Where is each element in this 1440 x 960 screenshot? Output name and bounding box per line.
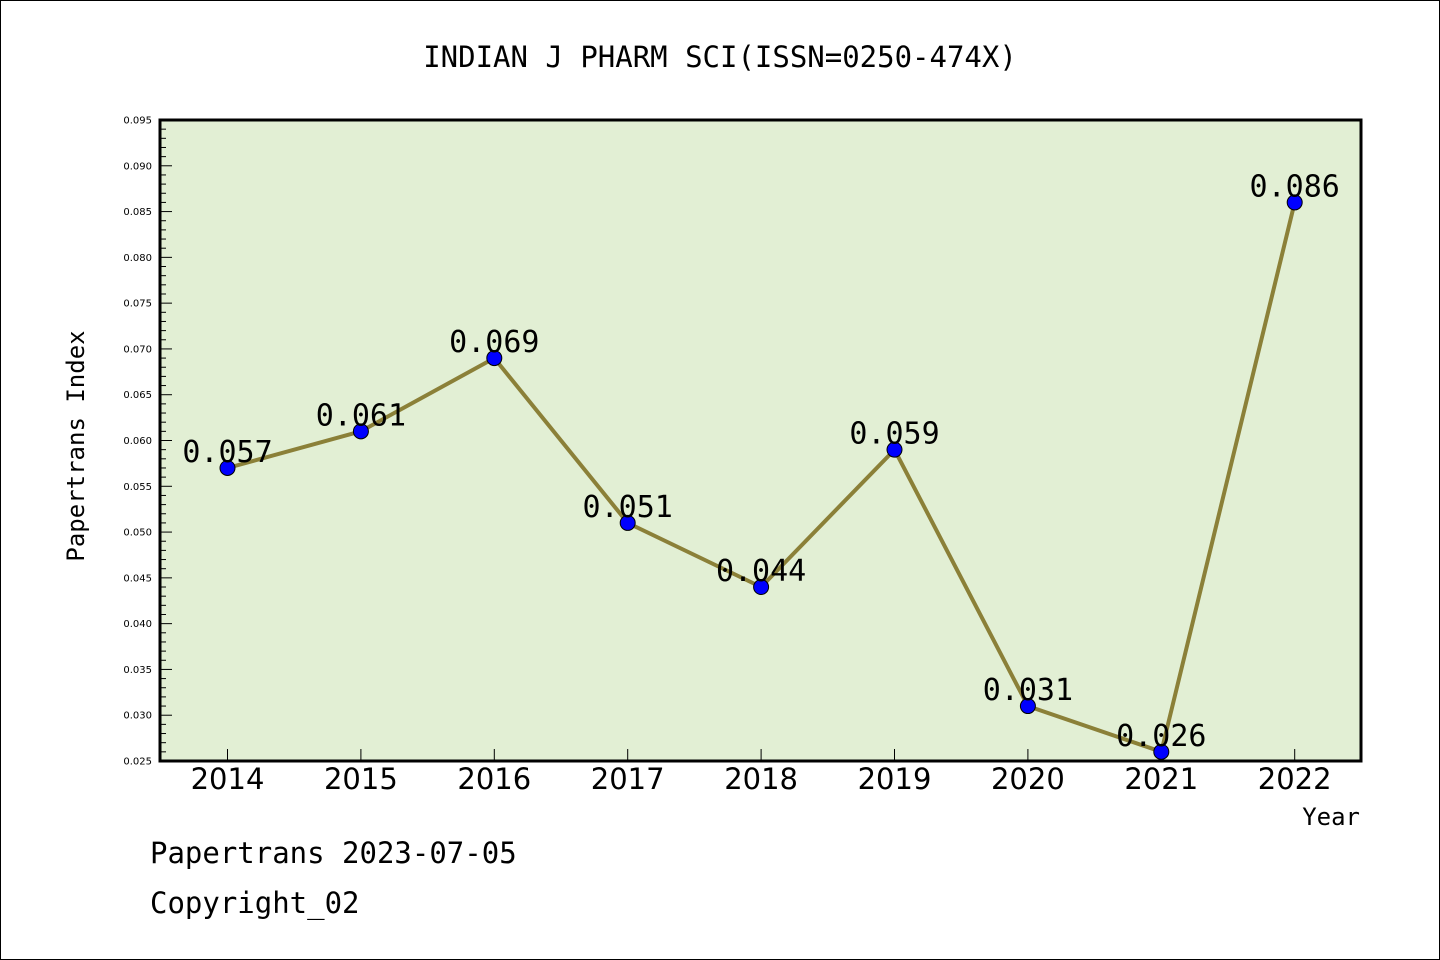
y-tick-label: 0.090	[123, 161, 152, 172]
x-tick-label: 2020	[991, 762, 1065, 796]
data-point	[352, 423, 369, 440]
data-point	[1286, 194, 1303, 211]
data-label: 0.061	[316, 398, 406, 433]
data-point	[486, 350, 503, 367]
data-label: 0.059	[849, 417, 939, 452]
x-tick-label: 2018	[724, 762, 798, 796]
series-markers	[219, 194, 1303, 760]
y-tick-label: 0.085	[123, 207, 152, 218]
y-axis: 0.025 0.030 0.035 0.040 0.045 0.050 0.055 0.060…	[123, 116, 172, 768]
data-label: 0.031	[983, 673, 1073, 708]
x-tick-label: 2016	[457, 762, 531, 796]
data-label: 0.051	[583, 490, 673, 525]
x-tick-label: 2019	[858, 762, 932, 796]
x-tick-label: 2021	[1124, 762, 1198, 796]
data-labels: 0.057 0.061 0.069 0.051 0.044 0.059 0.031 0.026…	[182, 169, 1340, 753]
data-point	[1019, 698, 1036, 715]
y-tick-label: 0.030	[123, 711, 152, 722]
y-tick-label: 0.080	[123, 253, 152, 264]
footer-date-text: Papertrans 2023-07-05	[150, 836, 517, 870]
data-point	[1153, 743, 1170, 760]
data-label: 0.026	[1116, 719, 1206, 754]
y-axis-label: Papertrans Index	[62, 330, 90, 561]
data-label: 0.086	[1250, 169, 1340, 204]
data-point	[219, 459, 236, 476]
chart-title: INDIAN J PHARM SCI(ISSN=0250-474X)	[423, 40, 1017, 74]
x-tick-label: 2014	[191, 762, 265, 796]
y-tick-label: 0.045	[123, 573, 152, 584]
y-tick-label: 0.060	[123, 436, 152, 447]
x-axis: 2014 2015 2016 2017 2018 2019 2020 2021 2022	[191, 749, 1332, 796]
data-point	[886, 441, 903, 458]
data-point	[619, 514, 636, 531]
data-label: 0.044	[716, 554, 806, 589]
y-tick-label: 0.065	[123, 390, 152, 401]
data-label: 0.057	[182, 435, 272, 470]
y-tick-label: 0.055	[123, 482, 152, 493]
plot-area	[158, 118, 1363, 763]
y-tick-label: 0.095	[123, 116, 152, 127]
y-tick-label: 0.040	[123, 619, 152, 630]
y-tick-label: 0.025	[123, 757, 152, 768]
footer-copyright-text: Copyright_02	[150, 886, 360, 920]
y-tick-label: 0.050	[123, 528, 152, 539]
data-label: 0.069	[449, 325, 539, 360]
y-tick-label: 0.070	[123, 344, 152, 355]
x-tick-label: 2017	[591, 762, 665, 796]
x-tick-label: 2022	[1258, 762, 1332, 796]
data-point	[753, 579, 770, 596]
x-axis-label: Year	[1302, 803, 1360, 831]
y-tick-label: 0.075	[123, 299, 152, 310]
x-tick-label: 2015	[324, 762, 398, 796]
y-tick-label: 0.035	[123, 665, 152, 676]
